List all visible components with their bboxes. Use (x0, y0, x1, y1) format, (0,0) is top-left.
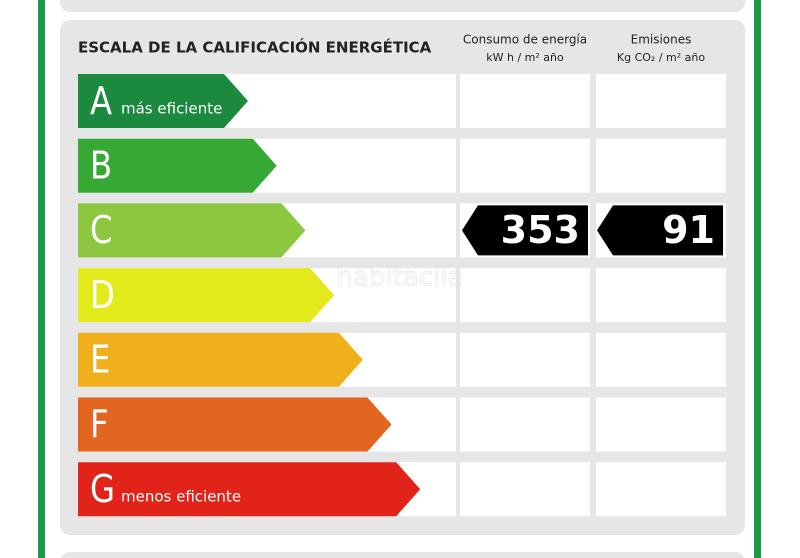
consumption-value: 353 (501, 208, 580, 252)
cell (596, 74, 726, 128)
border-left (38, 0, 45, 558)
border-right (754, 0, 761, 558)
cell (596, 397, 726, 452)
title: ESCALA DE LA CALIFICACIÓN ENERGÉTICA (78, 38, 432, 57)
cell (596, 268, 726, 323)
cell (460, 332, 590, 387)
watermark: habitaclia (337, 263, 464, 293)
cell (596, 138, 726, 193)
rating-arrow (78, 203, 306, 258)
rating-label: más eficiente (121, 100, 222, 118)
cell (460, 138, 590, 193)
value-pointer (597, 205, 723, 256)
cell (596, 332, 726, 387)
rating-arrow (78, 397, 392, 452)
cell (596, 462, 726, 517)
cell (460, 397, 590, 452)
rating-letter: D (90, 273, 115, 317)
bottom-card (60, 552, 745, 558)
rating-letter: A (90, 79, 112, 123)
rating-letter: C (90, 209, 113, 253)
value-pointer (462, 205, 588, 256)
column-title: Emisiones (631, 33, 692, 47)
rating-letter: F (90, 403, 109, 447)
rating-letter: E (90, 338, 110, 382)
rating-letter: G (90, 467, 115, 511)
emissions-value: 91 (662, 208, 715, 252)
rating-arrow (78, 332, 363, 387)
cell (460, 462, 590, 517)
cell (460, 74, 590, 128)
column-title: Consumo de energía (463, 33, 587, 47)
rating-label: menos eficiente (121, 488, 241, 506)
column-unit: Kg CO₂ / m² año (617, 51, 705, 64)
rating-arrow (78, 462, 421, 517)
rating-letter: B (90, 144, 112, 188)
column-unit: kW h / m² año (486, 51, 564, 64)
rating-arrow (78, 268, 335, 323)
rating-arrow (78, 138, 277, 193)
cell (460, 268, 590, 323)
top-card (60, 0, 745, 12)
rating-arrow (78, 74, 248, 128)
